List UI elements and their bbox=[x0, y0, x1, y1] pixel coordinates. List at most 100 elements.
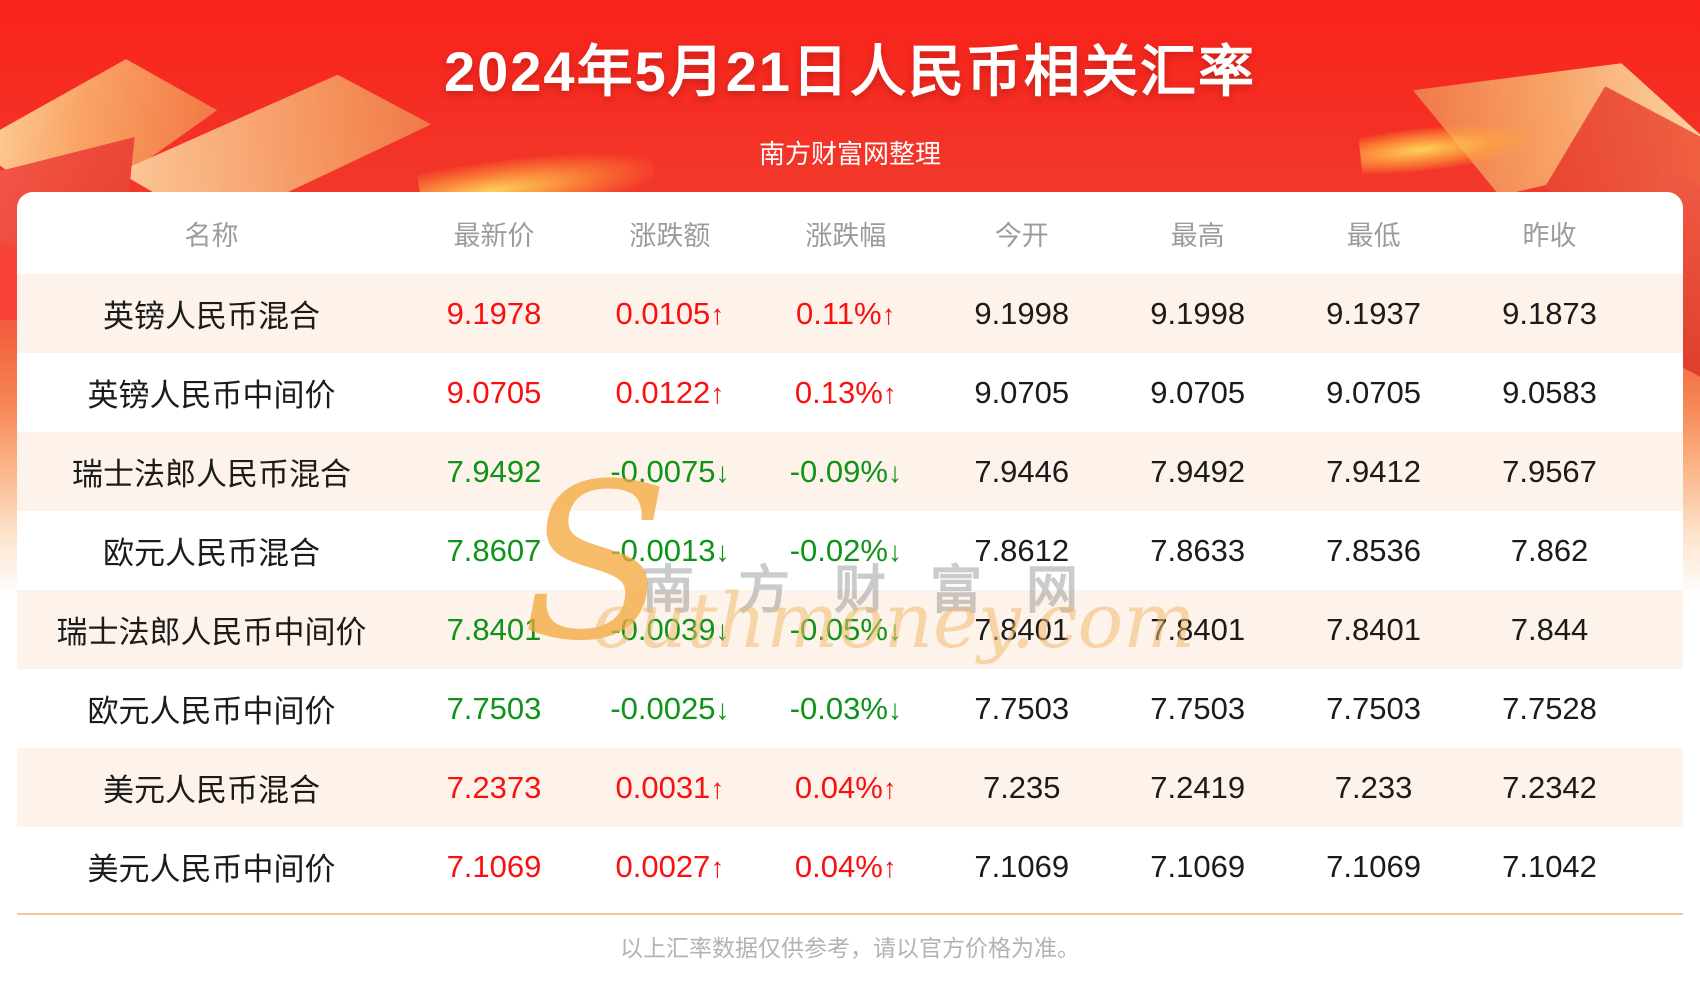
cell-low: 7.7503 bbox=[1326, 690, 1421, 726]
cell-low: 9.0705 bbox=[1326, 374, 1421, 410]
table-row: 美元人民币混合 7.2373 0.0031↑ 0.04%↑ 7.235 7.2419 7.2… bbox=[17, 748, 1683, 827]
col-header-change: 涨跌额 bbox=[629, 220, 711, 251]
cell-name: 欧元人民币混合 bbox=[103, 536, 320, 571]
cell-prev-close: 7.1042 bbox=[1502, 848, 1597, 884]
cell-open: 7.1069 bbox=[974, 848, 1070, 884]
table-row: 美元人民币中间价 7.1069 0.0027↑ 0.04%↑ 7.1069 7.1069 7… bbox=[17, 827, 1683, 906]
cell-open: 7.9446 bbox=[974, 453, 1070, 489]
cell-prev-close: 7.862 bbox=[1510, 532, 1589, 568]
cell-open: 7.8612 bbox=[974, 532, 1070, 568]
cell-low: 7.9412 bbox=[1326, 453, 1421, 489]
cell-open: 7.7503 bbox=[974, 690, 1070, 726]
col-header-prev-close: 昨收 bbox=[1522, 220, 1577, 251]
cell-change-pct: 0.04%↑ bbox=[794, 769, 897, 805]
trend-arrow-icon: ↓ bbox=[715, 693, 730, 725]
cell-change: 0.0027↑ bbox=[615, 848, 725, 884]
table-header-row: 名称 最新价 涨跌额 涨跌幅 今开 最高 最低 昨收 bbox=[17, 192, 1683, 274]
table-row: 瑞士法郎人民币中间价 7.8401 -0.0039↓ -0.05%↓ 7.8401 7.8… bbox=[17, 590, 1683, 669]
table-row: 英镑人民币中间价 9.0705 0.0122↑ 0.13%↑ 9.0705 9.0705 9… bbox=[17, 353, 1683, 432]
cell-prev-close: 9.0583 bbox=[1502, 374, 1597, 410]
cell-name: 英镑人民币中间价 bbox=[87, 378, 336, 413]
page-subtitle: 南方财富网整理 bbox=[758, 139, 941, 169]
cell-spacer bbox=[1637, 590, 1683, 669]
cell-low: 9.1937 bbox=[1326, 295, 1421, 331]
col-header-name: 名称 bbox=[184, 220, 239, 251]
table-row: 欧元人民币中间价 7.7503 -0.0025↓ -0.03%↓ 7.7503 7.750… bbox=[17, 669, 1683, 748]
trend-arrow-icon: ↓ bbox=[715, 535, 730, 567]
trend-arrow-icon: ↓ bbox=[887, 614, 902, 646]
trend-arrow-icon: ↑ bbox=[710, 772, 725, 804]
trend-arrow-icon: ↓ bbox=[887, 693, 902, 725]
cell-last-price: 7.9492 bbox=[446, 453, 542, 489]
cell-prev-close: 9.1873 bbox=[1502, 295, 1597, 331]
col-header-open: 今开 bbox=[994, 220, 1049, 251]
cell-open: 9.0705 bbox=[974, 374, 1070, 410]
cell-last-price: 7.8401 bbox=[446, 611, 542, 647]
cell-low: 7.233 bbox=[1334, 769, 1413, 805]
cell-prev-close: 7.9567 bbox=[1502, 453, 1597, 489]
cell-spacer bbox=[1637, 274, 1683, 353]
cell-last-price: 9.0705 bbox=[446, 374, 542, 410]
cell-change: 0.0105↑ bbox=[615, 295, 725, 331]
cell-name: 英镑人民币混合 bbox=[103, 299, 320, 334]
cell-name: 美元人民币中间价 bbox=[87, 852, 336, 887]
cell-open: 7.235 bbox=[982, 769, 1061, 805]
trend-arrow-icon: ↓ bbox=[715, 456, 730, 488]
trend-arrow-icon: ↓ bbox=[715, 614, 730, 646]
trend-arrow-icon: ↑ bbox=[710, 377, 725, 409]
rates-table-body: 英镑人民币混合 9.1978 0.0105↑ 0.11%↑ 9.1998 9.1998 9.… bbox=[17, 274, 1683, 906]
footer-divider bbox=[17, 913, 1683, 915]
cell-change-pct: 0.11%↑ bbox=[796, 295, 896, 331]
table-row: 英镑人民币混合 9.1978 0.0105↑ 0.11%↑ 9.1998 9.1998 9.… bbox=[17, 274, 1683, 353]
cell-last-price: 9.1978 bbox=[446, 295, 542, 331]
cell-high: 7.8633 bbox=[1150, 532, 1246, 568]
cell-spacer bbox=[1637, 669, 1683, 748]
trend-arrow-icon: ↑ bbox=[710, 851, 725, 883]
page-title: 2024年5月21日人民币相关汇率 bbox=[443, 40, 1256, 103]
trend-arrow-icon: ↑ bbox=[882, 772, 897, 804]
cell-prev-close: 7.2342 bbox=[1502, 769, 1597, 805]
cell-change: -0.0013↓ bbox=[610, 532, 730, 568]
cell-change-pct: -0.05%↓ bbox=[789, 611, 902, 647]
cell-high: 7.8401 bbox=[1150, 611, 1246, 647]
cell-high: 7.1069 bbox=[1150, 848, 1246, 884]
cell-spacer bbox=[1637, 432, 1683, 511]
cell-spacer bbox=[1637, 827, 1683, 906]
cell-change: -0.0075↓ bbox=[610, 453, 730, 489]
cell-change-pct: -0.09%↓ bbox=[789, 453, 902, 489]
disclaimer-text: 以上汇率数据仅供参考，请以官方价格为准。 bbox=[620, 935, 1080, 961]
cell-name: 欧元人民币中间价 bbox=[87, 694, 336, 729]
cell-open: 9.1998 bbox=[974, 295, 1070, 331]
col-header-last: 最新价 bbox=[453, 220, 535, 251]
cell-high: 9.1998 bbox=[1150, 295, 1246, 331]
cell-low: 7.8536 bbox=[1326, 532, 1421, 568]
rates-table: 名称 最新价 涨跌额 涨跌幅 今开 最高 最低 昨收 英镑人民币混合 9.1978… bbox=[17, 192, 1683, 906]
cell-prev-close: 7.7528 bbox=[1502, 690, 1597, 726]
rates-card: 名称 最新价 涨跌额 涨跌幅 今开 最高 最低 昨收 英镑人民币混合 9.1978… bbox=[17, 192, 1683, 1000]
col-header-low: 最低 bbox=[1346, 220, 1401, 251]
cell-high: 7.7503 bbox=[1150, 690, 1246, 726]
cell-high: 7.2419 bbox=[1150, 769, 1246, 805]
col-header-change-pct: 涨跌幅 bbox=[805, 220, 887, 251]
col-header-high: 最高 bbox=[1170, 220, 1225, 251]
cell-low: 7.8401 bbox=[1326, 611, 1421, 647]
trend-arrow-icon: ↑ bbox=[882, 377, 897, 409]
cell-open: 7.8401 bbox=[974, 611, 1070, 647]
cell-change-pct: 0.04%↑ bbox=[794, 848, 897, 884]
cell-last-price: 7.8607 bbox=[446, 532, 542, 568]
table-row: 欧元人民币混合 7.8607 -0.0013↓ -0.02%↓ 7.8612 7.8633… bbox=[17, 511, 1683, 590]
trend-arrow-icon: ↑ bbox=[881, 298, 896, 330]
trend-arrow-icon: ↑ bbox=[710, 298, 725, 330]
cell-change-pct: -0.03%↓ bbox=[789, 690, 902, 726]
cell-change-pct: -0.02%↓ bbox=[789, 532, 902, 568]
cell-spacer bbox=[1637, 353, 1683, 432]
cell-name: 美元人民币混合 bbox=[103, 773, 320, 808]
col-header-spacer bbox=[1637, 192, 1683, 274]
cell-spacer bbox=[1637, 511, 1683, 590]
cell-last-price: 7.2373 bbox=[446, 769, 542, 805]
cell-name: 瑞士法郎人民币中间价 bbox=[56, 615, 367, 650]
cell-high: 7.9492 bbox=[1150, 453, 1246, 489]
cell-change: 0.0122↑ bbox=[615, 374, 725, 410]
cell-change: -0.0025↓ bbox=[610, 690, 730, 726]
table-row: 瑞士法郎人民币混合 7.9492 -0.0075↓ -0.09%↓ 7.9446 7.94… bbox=[17, 432, 1683, 511]
